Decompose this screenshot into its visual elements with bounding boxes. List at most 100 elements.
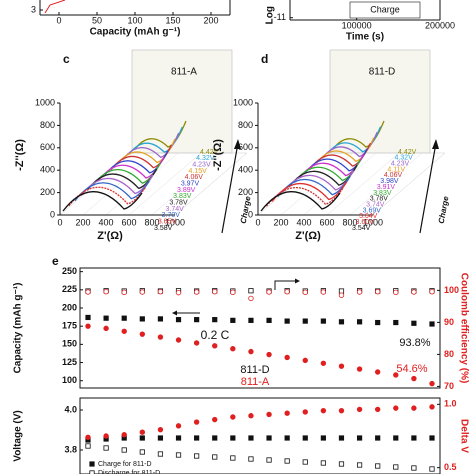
marker: [284, 458, 290, 464]
y2-tick-label: 100: [444, 285, 459, 295]
x-tick-label: 200: [203, 15, 218, 25]
marker: [411, 289, 417, 295]
voltage-label: 3.78V: [169, 200, 188, 207]
marker: [193, 340, 200, 346]
marker: [266, 317, 272, 323]
marker: [121, 447, 127, 453]
annotation: 811-D: [240, 364, 269, 376]
marker: [230, 414, 236, 420]
marker: [320, 360, 327, 366]
voltage-label: 4.23V: [391, 161, 410, 168]
y2-tick-label: 90: [444, 317, 454, 327]
x-tick-label: 200: [75, 217, 90, 227]
marker: [212, 454, 218, 460]
plot-frame: [79, 397, 441, 474]
arrow-head: [172, 310, 177, 316]
marker: [393, 372, 399, 378]
marker: [157, 426, 164, 433]
marker: [139, 331, 146, 337]
x-tick-label: 100000: [342, 20, 372, 30]
x-tick-label: 0: [57, 217, 62, 227]
depth-line: [372, 152, 446, 216]
y-tick-label: 800: [40, 120, 55, 130]
marker: [266, 351, 272, 358]
marker: [393, 405, 399, 411]
marker: [429, 466, 435, 472]
marker: [121, 315, 127, 321]
voltage-label: 3.91V: [377, 184, 396, 191]
x-tick-label: 0: [56, 15, 61, 25]
marker: [375, 435, 381, 441]
voltage-label: 4.42V: [200, 149, 219, 156]
y-tick-label: 0: [50, 209, 55, 219]
y-axis-title: Log: [265, 6, 276, 24]
voltage-label: 3.98V: [380, 178, 399, 185]
marker: [284, 288, 290, 295]
y2-axis-title: Coulomb efficiency (%): [458, 273, 469, 384]
marker: [103, 325, 109, 332]
marker: [212, 317, 218, 323]
marker: [248, 348, 254, 355]
eis-curve: [68, 186, 147, 207]
voltage-label: 4.06V: [384, 172, 403, 179]
y-tick-label: 4.0: [64, 404, 77, 414]
x-tick-label: 50: [92, 15, 102, 25]
marker: [248, 288, 254, 294]
charge-arrow: [221, 142, 239, 234]
voltage-label: 4.23V: [192, 162, 211, 169]
marker: [356, 366, 363, 372]
marker: [175, 289, 182, 296]
marker: [284, 354, 290, 361]
x-axis-title: Time (s): [346, 32, 384, 43]
marker: [248, 456, 254, 462]
marker: [103, 433, 109, 439]
y-tick-label: 200: [238, 187, 253, 197]
y-tick-label: 200: [40, 187, 55, 197]
voltage-label: 4.32V: [196, 155, 215, 162]
y-axis-title: Voltage (V): [13, 410, 24, 461]
marker: [230, 455, 236, 461]
x-axis-title: Z'(Ω): [295, 230, 321, 242]
marker: [194, 453, 200, 459]
charge-arrow: [419, 142, 437, 234]
marker: [266, 435, 272, 441]
y-tick-label: 200: [62, 302, 77, 312]
marker: [338, 319, 345, 325]
marker: [429, 404, 435, 410]
y2-tick-label: 1.0: [444, 399, 457, 409]
marker: [139, 316, 145, 322]
marker: [248, 295, 254, 302]
voltage-label: 3.54V: [352, 225, 371, 232]
marker: [85, 289, 91, 295]
depth-line: [349, 152, 423, 216]
marker: [89, 470, 95, 474]
marker: [356, 462, 363, 468]
marker: [248, 435, 254, 441]
depth-line: [82, 152, 156, 216]
marker: [320, 435, 326, 441]
marker: [356, 435, 363, 441]
y-tick-label: 800: [238, 120, 253, 130]
x-tick-label: 1000: [165, 217, 185, 227]
marker: [338, 292, 345, 298]
marker: [393, 464, 399, 470]
marker: [302, 318, 308, 324]
arrow-head: [234, 139, 241, 149]
x-tick-label: 1000: [363, 217, 383, 227]
marker: [302, 357, 308, 364]
marker: [338, 435, 345, 441]
panel-label: e: [52, 254, 59, 268]
marker: [375, 463, 381, 469]
marker: [157, 334, 164, 340]
marker: [393, 289, 399, 296]
legend-box: [349, 1, 421, 19]
voltage-label: 3.83V: [173, 193, 192, 200]
y-tick-label: 100: [62, 375, 77, 385]
marker: [320, 318, 326, 324]
marker: [139, 289, 146, 295]
y-tick-label: 125: [62, 357, 77, 367]
y-tick-label: 3.8: [64, 444, 77, 454]
annotation: 811-A: [241, 376, 270, 388]
x-tick-label: 150: [165, 15, 180, 25]
